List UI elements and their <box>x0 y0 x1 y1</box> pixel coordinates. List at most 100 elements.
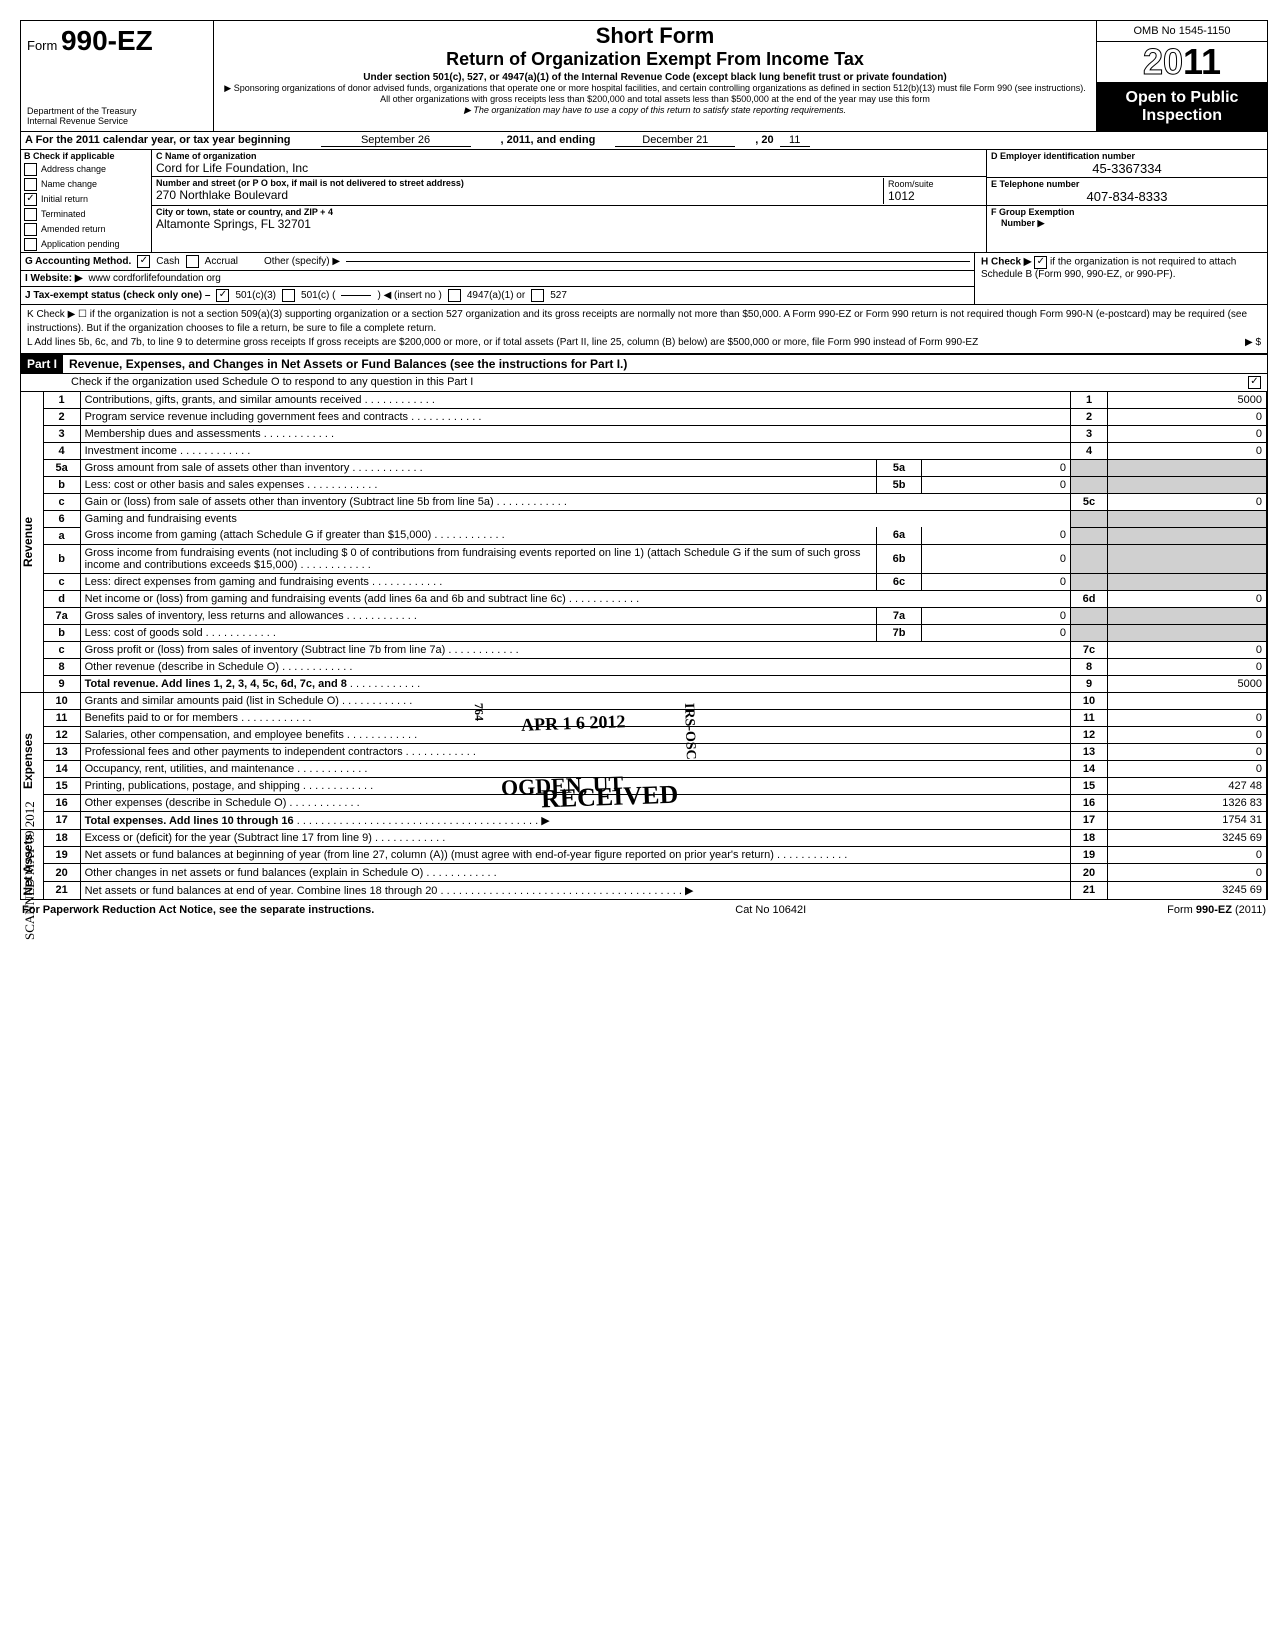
right-line-value[interactable]: 0 <box>1108 408 1267 425</box>
right-line-value[interactable]: 0 <box>1108 425 1267 442</box>
check-terminated[interactable] <box>24 208 37 221</box>
right-line-value[interactable]: 0 <box>1108 709 1267 726</box>
h-checkbox[interactable]: ✓ <box>1034 256 1047 269</box>
right-line-value[interactable]: 3245 69 <box>1108 881 1267 899</box>
dept-irs: Internal Revenue Service <box>27 117 207 127</box>
right-line-value[interactable]: 1326 83 <box>1108 794 1267 811</box>
footer-form: Form 990-EZ (2011) <box>1167 904 1266 916</box>
header-note1: ▶ Sponsoring organizations of donor advi… <box>222 83 1088 105</box>
col-b-checkboxes: B Check if applicable Address changeName… <box>21 150 152 252</box>
ein[interactable]: 45-3367334 <box>991 161 1263 176</box>
line-number: d <box>44 590 81 607</box>
form-label: Form <box>27 38 57 53</box>
line-number: 6 <box>44 510 81 527</box>
line-number: a <box>44 527 81 544</box>
line-number: 18 <box>44 830 81 847</box>
col-name-address: C Name of organization Cord for Life Fou… <box>152 150 986 252</box>
org-address[interactable]: 270 Northlake Boulevard <box>156 188 883 202</box>
line-number: 8 <box>44 658 81 675</box>
section-g-h-i-j: G Accounting Method. ✓ Cash Accrual Othe… <box>21 253 1267 304</box>
right-line-value[interactable]: 0 <box>1108 760 1267 777</box>
right-line-value[interactable]: 0 <box>1108 726 1267 743</box>
title-short-form: Short Form <box>222 23 1088 49</box>
section-k-l: K Check ▶ ☐ if the organization is not a… <box>21 304 1267 355</box>
mid-line-number: 7a <box>877 607 922 624</box>
right-line-value[interactable]: 1754 31 <box>1108 811 1267 829</box>
expenses-label: Expenses <box>21 729 41 793</box>
right-line-value[interactable]: 3245 69 <box>1108 830 1267 847</box>
status-527-checkbox[interactable] <box>531 289 544 302</box>
right-line-value[interactable]: 0 <box>1108 743 1267 760</box>
net-assets-section: Net Assets 18Excess or (deficit) for the… <box>21 830 1267 900</box>
tax-year-begin[interactable]: September 26 <box>321 134 471 147</box>
mid-line-value[interactable]: 0 <box>922 573 1071 590</box>
check-application-pending[interactable] <box>24 238 37 251</box>
mid-line-value[interactable]: 0 <box>922 459 1071 476</box>
status-501c-checkbox[interactable] <box>282 289 295 302</box>
line-number: 16 <box>44 794 81 811</box>
mid-line-value[interactable]: 0 <box>922 624 1071 641</box>
mid-line-number: 6b <box>877 544 922 573</box>
right-line-number: 11 <box>1071 709 1108 726</box>
revenue-table: 1Contributions, gifts, grants, and simil… <box>44 392 1267 692</box>
right-line-value[interactable]: 427 48 <box>1108 777 1267 794</box>
check-initial-return[interactable]: ✓ <box>24 193 37 206</box>
header-center: Short Form Return of Organization Exempt… <box>214 21 1096 131</box>
line-number: b <box>44 476 81 493</box>
line-number: 3 <box>44 425 81 442</box>
line-number: 4 <box>44 442 81 459</box>
status-4947-checkbox[interactable] <box>448 289 461 302</box>
right-line-value[interactable]: 0 <box>1108 590 1267 607</box>
line-desc: Other revenue (describe in Schedule O) .… <box>80 658 1070 675</box>
tax-year-end-year[interactable]: 11 <box>780 134 810 147</box>
line-desc: Gain or (loss) from sale of assets other… <box>80 493 1070 510</box>
right-line-value[interactable]: 0 <box>1108 641 1267 658</box>
line-l: L Add lines 5b, 6c, and 7b, to line 9 to… <box>27 336 978 350</box>
right-line-number: 21 <box>1071 881 1108 899</box>
line-number: c <box>44 493 81 510</box>
mid-line-value[interactable]: 0 <box>922 544 1071 573</box>
net-assets-table: 18Excess or (deficit) for the year (Subt… <box>44 830 1267 900</box>
right-line-value[interactable]: 5000 <box>1108 392 1267 409</box>
status-501c3-checkbox[interactable]: ✓ <box>216 289 229 302</box>
line-desc: Benefits paid to or for members . . . . … <box>80 709 1070 726</box>
mid-line-value[interactable]: 0 <box>922 476 1071 493</box>
line-number: 13 <box>44 743 81 760</box>
schedule-o-checkbox[interactable]: ✓ <box>1248 376 1261 389</box>
form-990ez: Form 990-EZ Department of the Treasury I… <box>20 20 1268 900</box>
website[interactable]: www cordforlifefoundation org <box>89 273 221 284</box>
line-desc: Other changes in net assets or fund bala… <box>80 864 1070 881</box>
right-line-value[interactable]: 5000 <box>1108 675 1267 692</box>
header-note2: ▶ The organization may have to use a cop… <box>222 105 1088 116</box>
check-name-change[interactable] <box>24 178 37 191</box>
right-line-value[interactable]: 0 <box>1108 493 1267 510</box>
title-return: Return of Organization Exempt From Incom… <box>222 49 1088 70</box>
accounting-other-input[interactable] <box>346 261 970 262</box>
right-line-value[interactable] <box>1108 693 1267 710</box>
accounting-accrual-checkbox[interactable] <box>186 255 199 268</box>
line-number: 1 <box>44 392 81 409</box>
revenue-section: Revenue 1Contributions, gifts, grants, a… <box>21 392 1267 693</box>
right-line-number: 10 <box>1071 693 1108 710</box>
right-line-value[interactable]: 0 <box>1108 658 1267 675</box>
org-city[interactable]: Altamonte Springs, FL 32701 <box>156 217 982 231</box>
line-desc: Investment income . . . . . . . . . . . … <box>80 442 1070 459</box>
mid-line-value[interactable]: 0 <box>922 607 1071 624</box>
part1-header: Part I Revenue, Expenses, and Changes in… <box>21 355 1267 374</box>
accounting-cash-checkbox[interactable]: ✓ <box>137 255 150 268</box>
part1-instr: Check if the organization used Schedule … <box>21 374 1267 392</box>
check-amended-return[interactable] <box>24 223 37 236</box>
room-suite[interactable]: 1012 <box>888 189 978 203</box>
org-name[interactable]: Cord for Life Foundation, Inc <box>156 161 982 175</box>
line-desc: Gross income from gaming (attach Schedul… <box>80 527 876 544</box>
mid-line-value[interactable]: 0 <box>922 527 1071 544</box>
line-desc: Grants and similar amounts paid (list in… <box>80 693 1070 710</box>
line-number: c <box>44 573 81 590</box>
tax-year-end-month[interactable]: December 21 <box>615 134 735 147</box>
right-line-value[interactable]: 0 <box>1108 864 1267 881</box>
line-desc: Printing, publications, postage, and shi… <box>80 777 1070 794</box>
right-line-value[interactable]: 0 <box>1108 846 1267 863</box>
right-line-value[interactable]: 0 <box>1108 442 1267 459</box>
telephone[interactable]: 407-834-8333 <box>991 189 1263 204</box>
check-address-change[interactable] <box>24 163 37 176</box>
